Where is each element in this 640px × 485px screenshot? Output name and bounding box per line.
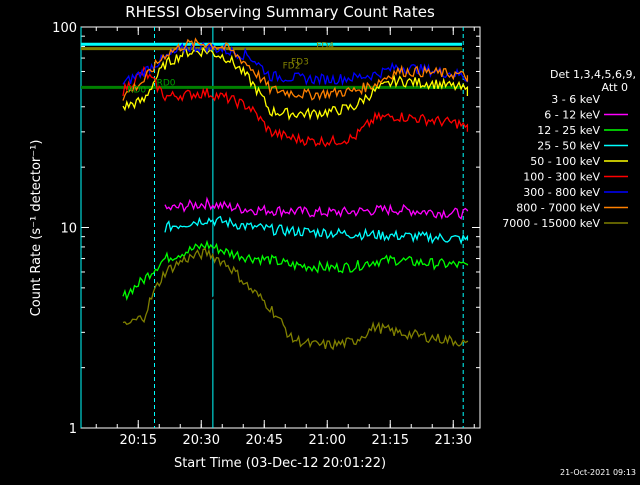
timestamp: 21-Oct-2021 09:13 — [560, 468, 636, 477]
series-line-0 — [122, 288, 469, 413]
legend-label: 100 - 300 keV — [523, 171, 600, 184]
y-axis-label: Count Rate (s⁻¹ detector⁻¹) — [29, 140, 44, 317]
chart-title: RHESSI Observing Summary Count Rates — [125, 3, 435, 21]
y-tick-label: 100 — [52, 21, 77, 36]
series-line-7 — [122, 37, 469, 101]
series-line-8 — [122, 247, 469, 351]
x-tick-label: 21:15 — [372, 433, 409, 448]
annotation-label: RD0 — [157, 79, 176, 89]
x-axis-label: Start Time (03-Dec-12 20:01:22) — [174, 456, 386, 471]
x-tick-label: 20:45 — [246, 433, 283, 448]
annotation-label: RD0 — [127, 86, 146, 96]
legend-label: 3 - 6 keV — [551, 93, 600, 106]
legend-label: 12 - 25 keV — [537, 124, 600, 137]
annotation-label: FD4 — [316, 42, 334, 52]
series-line-3 — [164, 215, 469, 245]
series-line-5 — [122, 65, 469, 148]
legend-label: 6 - 12 keV — [544, 109, 600, 122]
x-tick-label: 21:00 — [309, 433, 346, 448]
legend-header-2: Att 0 — [602, 81, 628, 94]
x-tick-label: 20:30 — [183, 433, 220, 448]
legend-label: 300 - 800 keV — [523, 186, 600, 199]
annotation-label: FD2 — [283, 62, 301, 72]
plot-area: 1 10 100 20:15 20:30 20:45 21:00 21:15 21:30 FD4 F… — [52, 21, 481, 448]
x-tick-label: 20:15 — [120, 433, 157, 448]
y-tick-label: 10 — [60, 222, 77, 237]
legend-header-1: Det 1,3,4,5,6,9, — [550, 68, 636, 81]
legend: 3 - 6 keV 6 - 12 keV 12 - 25 keV 25 - 50 ke… — [502, 93, 628, 230]
legend-label: 7000 - 15000 keV — [502, 217, 600, 230]
legend-label: 800 - 7000 keV — [516, 202, 600, 215]
series-line-2 — [122, 239, 469, 301]
series-line-6 — [122, 40, 469, 87]
y-tick-label: 1 — [69, 422, 77, 437]
series-line-1 — [164, 196, 469, 220]
legend-label: 25 - 50 keV — [537, 140, 600, 153]
x-tick-label: 21:30 — [435, 433, 472, 448]
series-line-4 — [122, 46, 469, 121]
annotation-label: FD3 — [291, 58, 309, 68]
legend-label: 50 - 100 keV — [530, 155, 600, 168]
